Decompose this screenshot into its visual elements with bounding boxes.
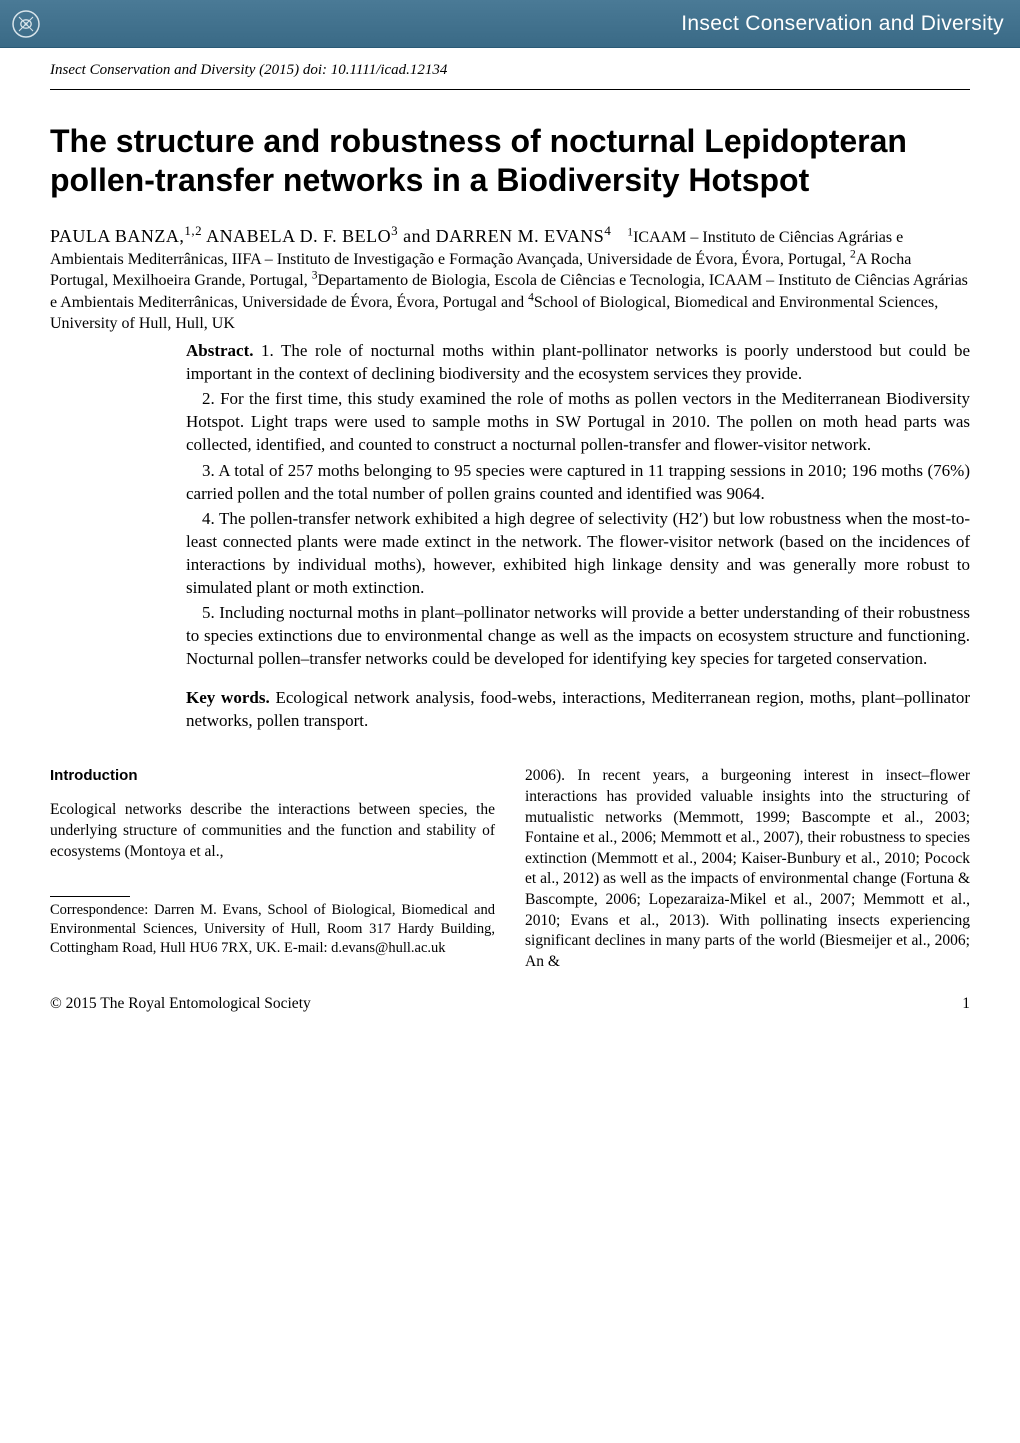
left-column: Introduction Ecological networks describ… xyxy=(50,766,495,972)
abstract-p1-text: 1. The role of nocturnal moths within pl… xyxy=(186,341,970,383)
keywords: Key words. Ecological network analysis, … xyxy=(186,687,970,733)
header-rule xyxy=(50,89,970,90)
abstract-label: Abstract. xyxy=(186,341,254,360)
page-number: 1 xyxy=(962,995,970,1013)
journal-logo-icon xyxy=(12,10,40,38)
intro-para-left: Ecological networks describe the interac… xyxy=(50,800,495,862)
correspondence-text: Correspondence: Darren M. Evans, School … xyxy=(50,902,495,956)
body-columns: Introduction Ecological networks describ… xyxy=(50,766,970,972)
keywords-text: Ecological network analysis, food-webs, … xyxy=(186,688,970,730)
citation-line: Insect Conservation and Diversity (2015)… xyxy=(0,48,1020,85)
abstract-p4: 4. The pollen-transfer network exhibited… xyxy=(186,507,970,599)
abstract: Abstract. 1. The role of nocturnal moths… xyxy=(186,339,970,671)
correspondence-block: Correspondence: Darren M. Evans, School … xyxy=(50,896,495,958)
article-title: The structure and robustness of nocturna… xyxy=(50,122,970,200)
copyright: © 2015 The Royal Entomological Society xyxy=(50,995,311,1013)
abstract-p1: Abstract. 1. The role of nocturnal moths… xyxy=(186,339,970,385)
intro-para-right: 2006). In recent years, a burgeoning int… xyxy=(525,766,970,972)
right-column: 2006). In recent years, a burgeoning int… xyxy=(525,766,970,972)
journal-title: Insect Conservation and Diversity xyxy=(681,12,1004,36)
journal-banner: Insect Conservation and Diversity xyxy=(0,0,1020,48)
section-heading-introduction: Introduction xyxy=(50,766,495,786)
abstract-p2: 2. For the first time, this study examin… xyxy=(186,387,970,456)
abstract-p3: 3. A total of 257 moths belonging to 95 … xyxy=(186,459,970,505)
correspondence-rule xyxy=(50,896,130,897)
authors-line: PAULA BANZA,1,2 ANABELA D. F. BELO3 and … xyxy=(50,224,970,335)
page-footer: © 2015 The Royal Entomological Society 1 xyxy=(50,995,970,1013)
abstract-p5: 5. Including nocturnal moths in plant–po… xyxy=(186,601,970,670)
keywords-label: Key words. xyxy=(186,688,270,707)
author-names: PAULA BANZA,1,2 ANABELA D. F. BELO3 and … xyxy=(50,226,611,246)
